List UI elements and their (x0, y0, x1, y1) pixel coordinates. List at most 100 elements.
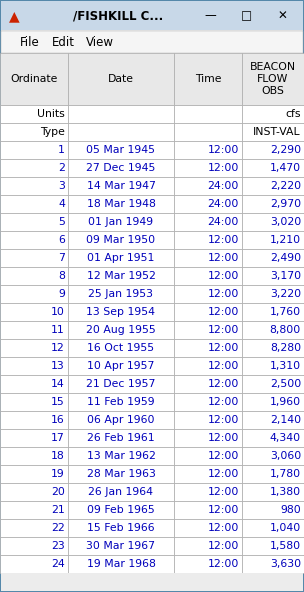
Text: Time: Time (195, 74, 221, 84)
Text: 6: 6 (58, 235, 65, 245)
Text: 980: 980 (280, 505, 301, 515)
Text: 10 Apr 1957: 10 Apr 1957 (87, 361, 155, 371)
Bar (174, 267, 242, 285)
Text: 16 Oct 1955: 16 Oct 1955 (88, 343, 154, 353)
Text: 13: 13 (51, 361, 65, 371)
Bar (174, 303, 242, 321)
Bar (0, 465, 68, 483)
Bar (174, 249, 242, 267)
Bar (174, 537, 242, 555)
Bar (0, 447, 68, 465)
Bar (242, 483, 304, 501)
Text: 4,340: 4,340 (270, 433, 301, 443)
Bar (0, 123, 68, 141)
Bar (68, 159, 174, 177)
Bar (1, 31, 303, 53)
Bar (242, 555, 304, 573)
Text: 28 Mar 1963: 28 Mar 1963 (87, 469, 155, 479)
Text: 12:00: 12:00 (208, 253, 239, 263)
Text: 20 Aug 1955: 20 Aug 1955 (86, 325, 156, 335)
Bar (242, 267, 304, 285)
Bar (68, 393, 174, 411)
Bar (0, 321, 68, 339)
Bar (68, 357, 174, 375)
Bar (174, 555, 242, 573)
Bar (0, 177, 68, 195)
Text: /FISHKILL C...: /FISHKILL C... (73, 9, 163, 22)
Bar (242, 249, 304, 267)
Text: 2: 2 (58, 163, 65, 173)
Text: 1,310: 1,310 (270, 361, 301, 371)
Text: 12:00: 12:00 (208, 415, 239, 425)
Text: 15 Feb 1966: 15 Feb 1966 (87, 523, 155, 533)
Text: 8: 8 (58, 271, 65, 281)
Text: File: File (20, 36, 40, 49)
Text: 11: 11 (51, 325, 65, 335)
Bar (68, 249, 174, 267)
Text: 09 Feb 1965: 09 Feb 1965 (87, 505, 155, 515)
Text: BEACON
FLOW
OBS: BEACON FLOW OBS (250, 62, 296, 95)
Bar (68, 285, 174, 303)
Bar (174, 285, 242, 303)
Text: 19 Mar 1968: 19 Mar 1968 (87, 559, 155, 569)
Text: 3,060: 3,060 (270, 451, 301, 461)
Text: 24: 24 (51, 559, 65, 569)
Text: 12:00: 12:00 (208, 163, 239, 173)
Bar (242, 195, 304, 213)
Bar (242, 429, 304, 447)
Bar (174, 177, 242, 195)
Bar (68, 321, 174, 339)
Text: 12:00: 12:00 (208, 379, 239, 389)
Text: 16: 16 (51, 415, 65, 425)
Text: Edit: Edit (52, 36, 75, 49)
Text: 1,470: 1,470 (270, 163, 301, 173)
Text: 4: 4 (58, 199, 65, 209)
Text: 3: 3 (58, 181, 65, 191)
Text: 1,780: 1,780 (270, 469, 301, 479)
Text: 14: 14 (51, 379, 65, 389)
Bar (68, 501, 174, 519)
Bar (68, 105, 174, 123)
Bar (242, 465, 304, 483)
Bar (68, 303, 174, 321)
Text: □: □ (240, 9, 252, 22)
Bar (0, 483, 68, 501)
Text: 12:00: 12:00 (208, 271, 239, 281)
Text: 24:00: 24:00 (208, 181, 239, 191)
Bar (242, 519, 304, 537)
Bar (242, 321, 304, 339)
Text: 2,500: 2,500 (270, 379, 301, 389)
Bar (1, 1, 303, 30)
Text: 8,280: 8,280 (270, 343, 301, 353)
Bar (0, 339, 68, 357)
Text: Units: Units (37, 109, 65, 119)
Text: 20: 20 (51, 487, 65, 497)
Bar (68, 519, 174, 537)
Text: 12:00: 12:00 (208, 397, 239, 407)
Text: 22: 22 (51, 523, 65, 533)
Text: 2,970: 2,970 (270, 199, 301, 209)
Text: 19: 19 (51, 469, 65, 479)
Text: 1,580: 1,580 (270, 541, 301, 551)
Bar (174, 213, 242, 231)
Text: 24:00: 24:00 (208, 199, 239, 209)
Bar (0, 195, 68, 213)
Text: 3,170: 3,170 (270, 271, 301, 281)
Text: 1,960: 1,960 (270, 397, 301, 407)
Text: 2,220: 2,220 (270, 181, 301, 191)
Bar (1, 573, 303, 591)
Bar (242, 213, 304, 231)
Bar (0, 393, 68, 411)
Text: Ordinate: Ordinate (10, 74, 58, 84)
Bar (174, 123, 242, 141)
Bar (0, 213, 68, 231)
Bar (0, 249, 68, 267)
Bar (68, 213, 174, 231)
Bar (242, 53, 304, 105)
Text: View: View (86, 36, 114, 49)
Bar (68, 141, 174, 159)
Bar (174, 447, 242, 465)
Bar (242, 123, 304, 141)
Text: 26 Jan 1964: 26 Jan 1964 (88, 487, 154, 497)
Bar (242, 105, 304, 123)
